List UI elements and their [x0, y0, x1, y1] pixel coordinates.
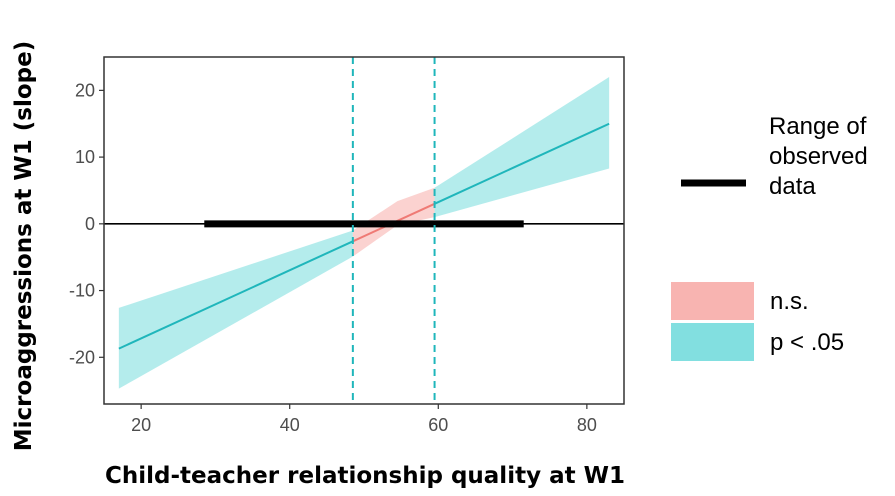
- legend-label-1: n.s.: [770, 288, 809, 315]
- confidence-band-3: [434, 77, 610, 218]
- slope-line-segment-3: [434, 122, 610, 205]
- y-axis-title: Microaggressions at W1 (slope): [11, 41, 37, 451]
- y-tick-label: 20: [75, 80, 95, 100]
- legend-key-1: [671, 282, 754, 320]
- y-tick-label: -10: [69, 281, 95, 301]
- legend-key-2: [671, 323, 754, 361]
- legend: Range of observed data n.s. p < .05: [671, 113, 868, 361]
- x-tick-label: 20: [131, 415, 151, 435]
- legend-range-label: observed: [769, 143, 868, 170]
- plot-frame: [103, 56, 625, 405]
- y-tick-label: 0: [85, 214, 95, 234]
- plot-area: [104, 57, 624, 404]
- legend-range-label: data: [769, 173, 816, 200]
- slope-line-segment-1: [118, 240, 354, 350]
- x-tick-label: 40: [280, 415, 300, 435]
- legend-range-label: Range of: [769, 113, 867, 140]
- x-tick-label: 60: [428, 415, 448, 435]
- y-tick-label: -20: [69, 347, 95, 367]
- x-tick-label: 80: [577, 415, 597, 435]
- x-axis-title: Child-teacher relationship quality at W1: [105, 463, 625, 489]
- axis-ticks: 20 40 60 80 20 10 0 -10 -20: [69, 80, 597, 435]
- y-tick-label: 10: [75, 147, 95, 167]
- legend-label-2: p < .05: [770, 329, 844, 356]
- confidence-band-1: [118, 230, 353, 389]
